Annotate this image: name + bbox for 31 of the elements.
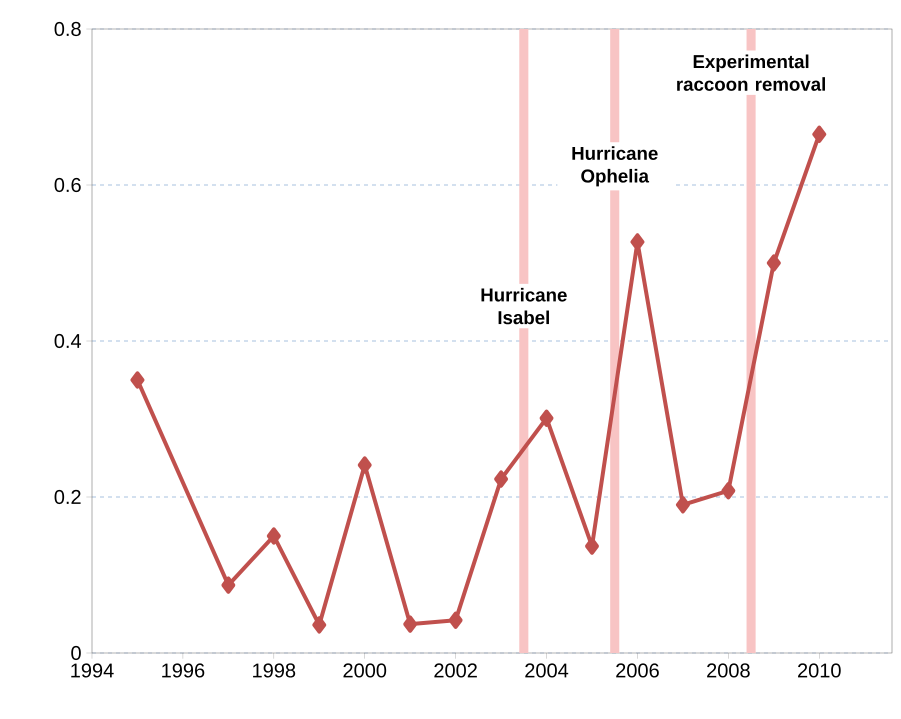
x-tick-label: 2000 (343, 663, 386, 678)
y-tick-label: 0.2 (54, 490, 81, 504)
point (721, 482, 736, 500)
band-label: Hurricane Isabel (482, 288, 567, 324)
x-tick-label: 2010 (798, 663, 841, 678)
point (403, 615, 418, 633)
point (676, 496, 690, 514)
x-tick-label: 2002 (434, 663, 477, 678)
point (494, 470, 508, 488)
x-tick-label: 1994 (71, 663, 114, 678)
x-tick-label: 2006 (616, 663, 659, 678)
band-label: Hurricane Ophelia (572, 146, 658, 186)
point (540, 410, 554, 427)
point (448, 612, 463, 629)
y-tick-label: 0 (71, 646, 81, 660)
point (812, 126, 826, 143)
point (585, 537, 599, 555)
point (266, 527, 281, 545)
point (221, 576, 236, 594)
y-tick-label: 0.6 (54, 178, 81, 192)
point (766, 254, 781, 272)
band-label: Experimental raccoon removal (677, 54, 825, 91)
x-tick-label: 1998 (253, 663, 296, 678)
x-tick-label: 2004 (525, 663, 568, 678)
x-tick-label: 2008 (707, 663, 750, 678)
point (130, 371, 144, 389)
y-tick-label: 0.8 (54, 22, 81, 36)
point (312, 616, 326, 634)
y-tick-label: 0.4 (54, 334, 82, 348)
x-tick-label: 1996 (162, 663, 204, 678)
point (358, 456, 372, 474)
